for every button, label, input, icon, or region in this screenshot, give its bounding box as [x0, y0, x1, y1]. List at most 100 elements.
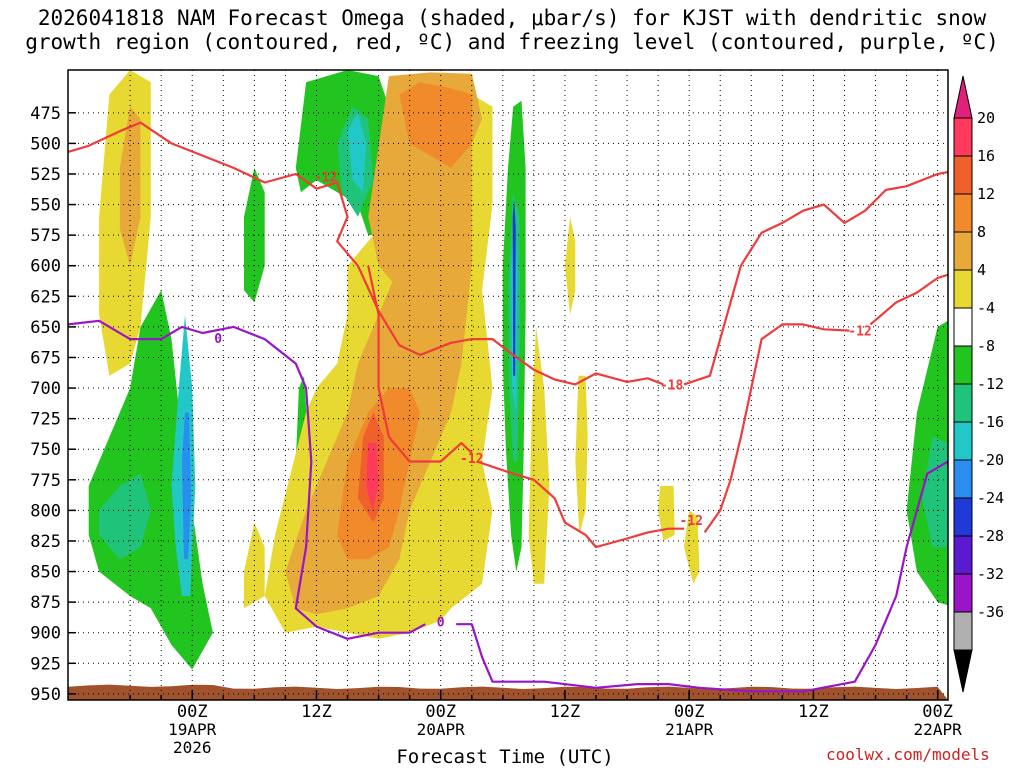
x-date-label-2: 20APR	[417, 720, 466, 739]
colorbar-swatch-12	[953, 573, 973, 613]
colorbar-swatch-9	[953, 459, 973, 499]
x-date-label-6: 22APR	[914, 720, 963, 739]
omega-region-16	[119, 106, 141, 266]
grid-lines	[68, 70, 948, 700]
y-tick-label-900: 900	[30, 624, 61, 644]
y-tick-label-625: 625	[30, 287, 61, 307]
omega-region-31	[1010, 290, 1024, 388]
colorbar-swatch-13	[953, 611, 973, 651]
y-tick-label-675: 675	[30, 348, 61, 368]
colorbar-label-2: 12	[977, 185, 995, 203]
omega-region-29	[684, 510, 700, 584]
contour-label-5: 0	[214, 332, 222, 347]
colorbar: 20 16 12 8 4 -4 -8 -12 -16 -20 -24 -28 -32 -36	[953, 75, 1004, 693]
colorbar-label-4: 4	[977, 261, 986, 279]
y-tick-label-725: 725	[30, 410, 61, 430]
ground-terrain	[68, 684, 948, 700]
x-tick-label-0: 00Z	[177, 702, 208, 722]
contour-6	[68, 319, 426, 640]
colorbar-label-13: -36	[977, 603, 1004, 621]
contour-lines	[68, 121, 948, 693]
x-tick-label-2: 00Z	[425, 702, 456, 722]
colorbar-label-6: -8	[977, 337, 995, 355]
x-tick-label-5: 12Z	[798, 702, 829, 722]
colorbar-bottom-arrow	[953, 649, 973, 693]
y-tick-label-475: 475	[30, 104, 61, 124]
contour-label-3: -12	[680, 514, 703, 529]
y-tick-label-500: 500	[30, 134, 61, 154]
omega-region-1	[99, 473, 151, 560]
contour-label-0: -12	[314, 170, 337, 185]
y-tick-label-925: 925	[30, 654, 61, 674]
colorbar-label-8: -16	[977, 413, 1004, 431]
contour-label-2: -12	[460, 452, 483, 467]
colorbar-label-11: -28	[977, 527, 1004, 545]
x-tick-label-6: 00Z	[922, 702, 953, 722]
omega-region-26	[564, 216, 576, 315]
x-axis-label: Forecast Time (UTC)	[396, 746, 614, 768]
colorbar-top-arrow	[953, 75, 973, 119]
x-date-label-4: 21APR	[665, 720, 714, 739]
colorbar-swatch-1	[953, 155, 973, 195]
chart-title: 2026041818 NAM Forecast Omega (shaded, μ…	[0, 6, 1024, 54]
omega-region-7	[347, 112, 367, 193]
x-year-label-0: 2026	[173, 738, 212, 757]
y-tick-label-650: 650	[30, 318, 61, 338]
contour-3	[476, 460, 684, 549]
y-tick-label-600: 600	[30, 257, 61, 277]
colorbar-swatch-8	[953, 421, 973, 461]
y-tick-label-575: 575	[30, 226, 61, 246]
y-tick-label-525: 525	[30, 165, 61, 185]
colorbar-swatch-7	[953, 383, 973, 423]
omega-region-21	[366, 443, 379, 511]
colorbar-swatch-3	[953, 231, 973, 271]
omega-region-27	[575, 375, 588, 535]
omega-region-28	[658, 485, 675, 541]
contour-0	[68, 121, 664, 386]
y-tick-label-850: 850	[30, 563, 61, 583]
x-tick-label-1: 12Z	[301, 702, 332, 722]
y-tick-label-550: 550	[30, 196, 61, 216]
colorbar-swatch-11	[953, 535, 973, 575]
contour-1	[683, 170, 948, 386]
y-tick-label-875: 875	[30, 593, 61, 613]
contour-label-1: -18	[660, 378, 684, 393]
omega-region-23	[399, 82, 472, 168]
x-tick-label-3: 12Z	[550, 702, 581, 722]
colorbar-label-9: -20	[977, 451, 1004, 469]
colorbar-swatch-10	[953, 497, 973, 537]
plot-border	[67, 69, 949, 701]
x-tick-label-4: 00Z	[674, 702, 705, 722]
colorbar-swatch-5	[953, 307, 973, 347]
omega-region-12	[512, 198, 516, 376]
omega-shading	[88, 70, 1024, 670]
plot-frame	[67, 69, 949, 701]
credit-link[interactable]: coolwx.com/models	[826, 745, 990, 764]
colorbar-label-5: -4	[977, 299, 995, 317]
contour-4	[703, 323, 850, 534]
colorbar-label-0: 20	[977, 109, 995, 127]
colorbar-swatch-0	[953, 117, 973, 157]
y-axis: 475 500 525 550 575 600 625 650 675 700 725 750 775 8…	[30, 104, 76, 705]
colorbar-label-3: 8	[977, 223, 986, 241]
colorbar-label-1: 16	[977, 147, 995, 165]
contour-2	[367, 265, 473, 463]
colorbar-swatch-2	[953, 193, 973, 233]
colorbar-swatch-4	[953, 269, 973, 309]
y-tick-label-950: 950	[30, 685, 61, 705]
y-tick-label-750: 750	[30, 440, 61, 460]
y-tick-label-800: 800	[30, 501, 61, 521]
colorbar-label-10: -24	[977, 489, 1004, 507]
title-line-1: 2026041818 NAM Forecast Omega (shaded, μ…	[37, 6, 987, 30]
contour-7	[456, 460, 948, 693]
colorbar-swatch-6	[953, 345, 973, 385]
colorbar-label-7: -12	[977, 375, 1004, 393]
y-tick-label-775: 775	[30, 471, 61, 491]
y-tick-label-825: 825	[30, 532, 61, 552]
title-line-2: growth region (contoured, red, ºC) and f…	[25, 30, 999, 54]
contour-label-6: 0	[437, 616, 445, 631]
omega-region-25	[528, 326, 550, 584]
y-tick-label-700: 700	[30, 379, 61, 399]
